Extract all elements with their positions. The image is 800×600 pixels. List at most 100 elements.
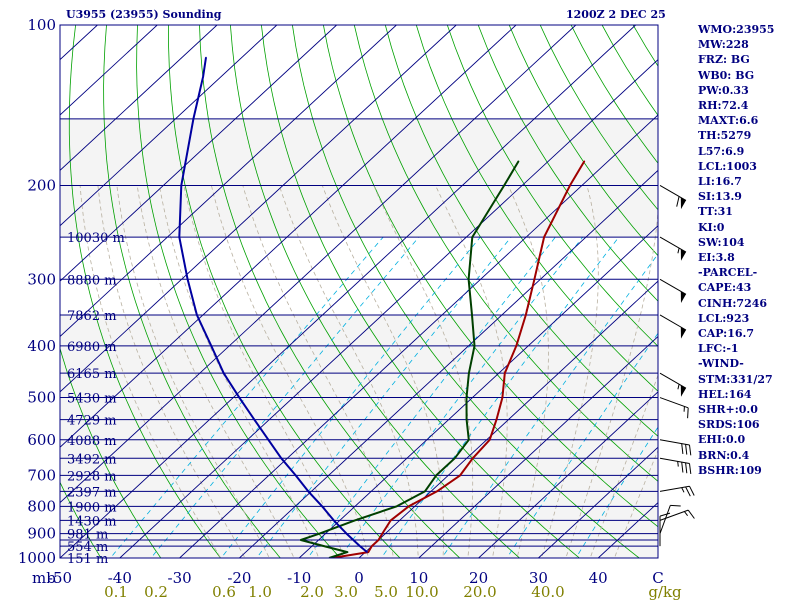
dry-adiabat (323, 25, 658, 528)
pressure-tick-label: 600 (27, 431, 56, 449)
parcel-point (307, 490, 309, 492)
temperature-tick-label: -10 (287, 569, 311, 587)
parcel-point (202, 76, 204, 78)
dewpoint-point (473, 345, 476, 347)
wind-barb (659, 314, 687, 339)
dewpoint-point (468, 372, 470, 374)
mixing-ratio-line (441, 253, 658, 558)
temperature-tick-label: C (652, 569, 663, 587)
mixing-ratio-line (256, 236, 512, 558)
height-label: 3492 m (67, 452, 117, 467)
indices-panel: WMO:23955 MW:228 FRZ: BG WB0: BG PW:0.33 RH:7… (698, 22, 798, 478)
temperature-point (489, 439, 491, 441)
dry-adiabat (415, 25, 658, 392)
index-line: EHI:0.0 (698, 433, 746, 447)
wind-barb (659, 397, 689, 419)
mixing-ratio-label: 40.0 (531, 583, 564, 600)
index-line: CAPE:43 (698, 281, 752, 295)
temperature-point (472, 457, 474, 459)
dry-adiabat (230, 25, 521, 558)
parcel-point (180, 184, 182, 186)
parcel-point (359, 545, 361, 547)
index-line: MAXT:6.6 (698, 114, 759, 128)
mixing-ratio-unit: g/kg (648, 583, 682, 600)
dry-adiabat (384, 25, 658, 437)
dewpoint-point (503, 184, 505, 186)
temperature-point (569, 184, 571, 186)
plot-frame (59, 24, 659, 559)
height-label: 4729 m (67, 414, 117, 429)
index-line: LFC:-1 (698, 342, 739, 356)
moist-adiabat (97, 185, 246, 558)
height-label: 4088 m (67, 434, 117, 449)
temperature-point (525, 314, 527, 316)
dewpoint-point (465, 397, 468, 399)
sounding-profiles (178, 56, 586, 558)
temperature-point (543, 236, 545, 238)
dry-adiabat (353, 25, 658, 482)
index-line: SI:13.9 (698, 190, 742, 204)
height-label: 10030 m (67, 231, 125, 246)
parcel-point (280, 457, 282, 459)
index-line: SRDS:106 (698, 418, 760, 432)
height-label: 2928 m (67, 469, 117, 484)
temperature-line (331, 160, 586, 558)
temperature-tick-label: -40 (108, 569, 132, 587)
mixing-ratio-line (220, 236, 481, 558)
parcel-point (333, 519, 335, 522)
wind-barb (659, 504, 681, 534)
parcel-point (321, 505, 323, 507)
mixing-ratio-label: 20.0 (463, 583, 496, 600)
moist-adiabat (211, 185, 369, 558)
isotherm (60, 25, 577, 504)
dewpoint-point (471, 236, 473, 238)
dewpoint-point (300, 539, 302, 541)
pressure-tick-label: 500 (27, 389, 56, 407)
moist-adiabat (373, 185, 474, 558)
temperature-point (583, 160, 586, 162)
temperature-point (495, 419, 498, 421)
index-line: L57:6.9 (698, 144, 745, 158)
dry-adiabat (446, 25, 658, 347)
isotherm (418, 335, 658, 558)
pressure-tick-label: 700 (27, 466, 56, 484)
dry-adiabat (168, 25, 401, 558)
index-line: WB0: BG (698, 68, 755, 82)
index-line: BRN:0.4 (698, 448, 750, 462)
dewpoint-point (466, 419, 468, 421)
index-line: MW:228 (698, 38, 749, 52)
index-line: STM:331/27 (698, 372, 773, 386)
moist-adiabat (278, 185, 419, 558)
temperature-tick-label: 20 (469, 569, 488, 587)
dewpoint-point (471, 314, 473, 316)
temperature-tick-label: -50 (48, 569, 72, 587)
parcel-line (178, 57, 368, 553)
parcel-point (366, 551, 368, 553)
dewpoint-point (435, 474, 437, 476)
mixing-ratio-label: 2.0 (300, 583, 324, 600)
pressure-tick-label: 200 (27, 176, 56, 194)
mixing-ratio-label: 3.0 (334, 583, 358, 600)
shaded-band (60, 314, 658, 558)
mixing-ratio-line (506, 332, 658, 558)
temperature-tick-label: 0 (354, 569, 364, 587)
isotherm (179, 114, 658, 558)
pressure-tick-label: 900 (27, 525, 56, 543)
wind-barb (659, 509, 695, 521)
parcel-point (210, 345, 212, 347)
index-line: LI:16.7 (698, 175, 742, 189)
pressure-unit-label: mb (32, 569, 56, 587)
temperature-point (377, 539, 380, 541)
wind-barb (659, 512, 671, 547)
isotherm (60, 25, 457, 393)
moist-adiabat (565, 206, 658, 558)
temperature-tick-label: -20 (227, 569, 251, 587)
moist-adiabat (79, 185, 222, 558)
dewpoint-point (454, 457, 456, 459)
temperature-tick-label: 30 (529, 569, 548, 587)
index-line: SHR+:0.0 (698, 403, 758, 417)
temperature-tick-label: 10 (409, 569, 428, 587)
parcel-point (345, 533, 348, 535)
wind-barb (659, 372, 687, 397)
isotherm (478, 391, 658, 558)
